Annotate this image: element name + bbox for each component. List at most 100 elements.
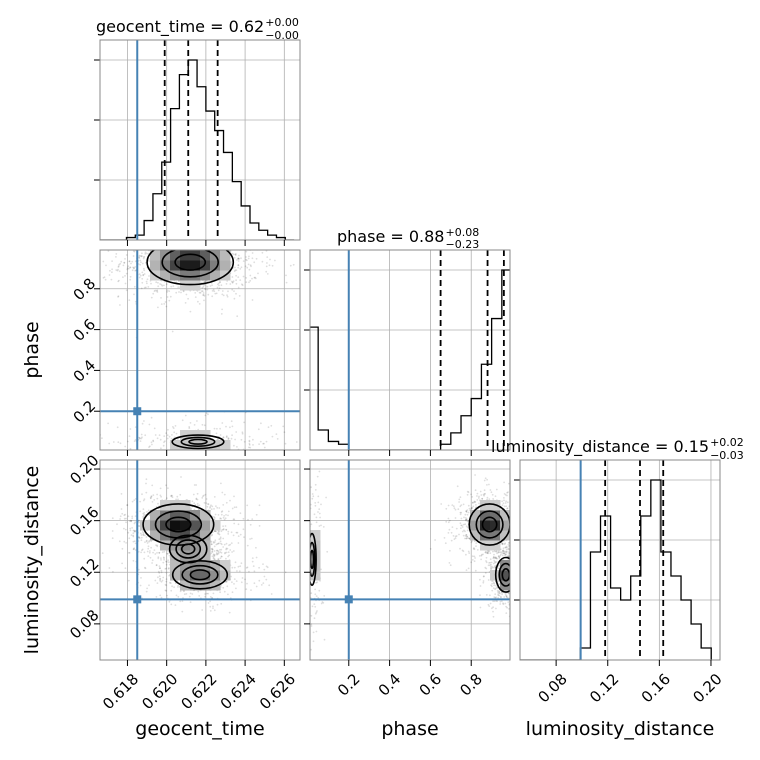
sample-point bbox=[505, 550, 508, 553]
sample-point bbox=[494, 596, 497, 599]
sample-point bbox=[154, 241, 156, 243]
sample-point bbox=[207, 458, 209, 460]
sample-point bbox=[153, 427, 156, 430]
sample-point bbox=[219, 454, 221, 456]
sample-point bbox=[218, 287, 221, 290]
sample-point bbox=[185, 593, 188, 595]
sample-point bbox=[153, 499, 156, 501]
sample-point bbox=[185, 293, 188, 296]
sample-point bbox=[178, 291, 180, 293]
sample-point bbox=[487, 579, 490, 581]
sample-point bbox=[230, 261, 233, 263]
density-cell bbox=[210, 440, 221, 450]
sample-point bbox=[101, 437, 103, 440]
sample-point bbox=[103, 276, 106, 278]
sample-point bbox=[141, 493, 143, 496]
sample-point bbox=[109, 269, 111, 272]
sample-point bbox=[466, 509, 469, 511]
sample-point bbox=[234, 269, 237, 271]
sample-point bbox=[472, 548, 475, 550]
sample-point bbox=[158, 243, 160, 245]
sample-point bbox=[461, 524, 463, 527]
sample-point bbox=[130, 520, 133, 522]
sample-point bbox=[295, 441, 298, 443]
sample-point bbox=[178, 243, 180, 245]
sample-point bbox=[117, 441, 120, 444]
sample-point bbox=[258, 443, 260, 445]
sample-point bbox=[494, 588, 496, 591]
sample-point bbox=[513, 567, 515, 569]
sample-point bbox=[111, 271, 113, 274]
sample-point bbox=[473, 500, 476, 503]
sample-point bbox=[513, 606, 515, 608]
sample-point bbox=[230, 247, 232, 249]
sample-point bbox=[502, 550, 504, 553]
sample-point bbox=[178, 280, 180, 282]
sample-point bbox=[317, 495, 320, 498]
sample-point bbox=[133, 440, 136, 442]
sample-point bbox=[479, 490, 482, 493]
sample-point bbox=[127, 579, 130, 582]
density-cell bbox=[200, 570, 211, 581]
sample-point bbox=[504, 502, 507, 504]
sample-point bbox=[320, 503, 322, 506]
density-cell bbox=[170, 510, 181, 521]
contour-line bbox=[310, 532, 317, 586]
density-cell bbox=[170, 530, 181, 541]
sample-point bbox=[232, 550, 235, 552]
sample-point bbox=[141, 262, 144, 265]
xtick-label-luminosity_distance: 0.08 bbox=[535, 670, 571, 706]
sample-point bbox=[148, 584, 150, 587]
sample-point bbox=[225, 436, 228, 439]
sample-point bbox=[158, 552, 161, 554]
sample-point bbox=[257, 428, 260, 431]
sample-point bbox=[305, 586, 307, 588]
sample-point bbox=[160, 297, 162, 299]
sample-point bbox=[138, 437, 141, 439]
sample-point bbox=[144, 534, 146, 537]
sample-point bbox=[200, 290, 203, 292]
sample-point bbox=[128, 260, 131, 263]
sample-point bbox=[218, 533, 221, 536]
contour-line bbox=[475, 510, 504, 539]
sample-point bbox=[162, 576, 165, 579]
sample-point bbox=[447, 517, 450, 520]
sample-point bbox=[253, 261, 256, 264]
sample-point bbox=[164, 568, 167, 570]
sample-point bbox=[132, 266, 135, 269]
sample-point bbox=[156, 545, 159, 548]
sample-point bbox=[179, 245, 181, 247]
sample-point bbox=[218, 530, 221, 533]
sample-point bbox=[511, 621, 513, 623]
sample-point bbox=[161, 246, 163, 248]
sample-point bbox=[199, 244, 201, 246]
sample-point bbox=[307, 616, 309, 618]
sample-point bbox=[513, 581, 515, 583]
sample-point bbox=[163, 550, 166, 553]
sample-point bbox=[320, 524, 322, 527]
sample-point bbox=[177, 286, 180, 288]
sample-point bbox=[150, 495, 153, 497]
sample-point bbox=[211, 533, 214, 536]
sample-point bbox=[314, 605, 317, 608]
sample-point bbox=[140, 247, 142, 249]
sample-point bbox=[233, 522, 236, 525]
sample-point bbox=[134, 300, 137, 303]
sample-point bbox=[465, 537, 468, 540]
sample-point bbox=[235, 292, 237, 295]
sample-point bbox=[247, 263, 250, 266]
sample-point bbox=[514, 522, 516, 524]
sample-point bbox=[132, 255, 135, 257]
sample-point bbox=[134, 426, 137, 428]
sample-point bbox=[246, 504, 249, 507]
sample-point bbox=[182, 242, 184, 244]
sample-point bbox=[172, 427, 175, 429]
sample-point bbox=[488, 562, 490, 564]
sample-point bbox=[108, 442, 111, 445]
sample-point bbox=[140, 437, 143, 440]
sample-point bbox=[511, 558, 513, 560]
sample-point bbox=[205, 502, 208, 504]
sample-point bbox=[511, 560, 513, 562]
sample-point bbox=[198, 243, 200, 245]
sample-point bbox=[518, 604, 520, 606]
